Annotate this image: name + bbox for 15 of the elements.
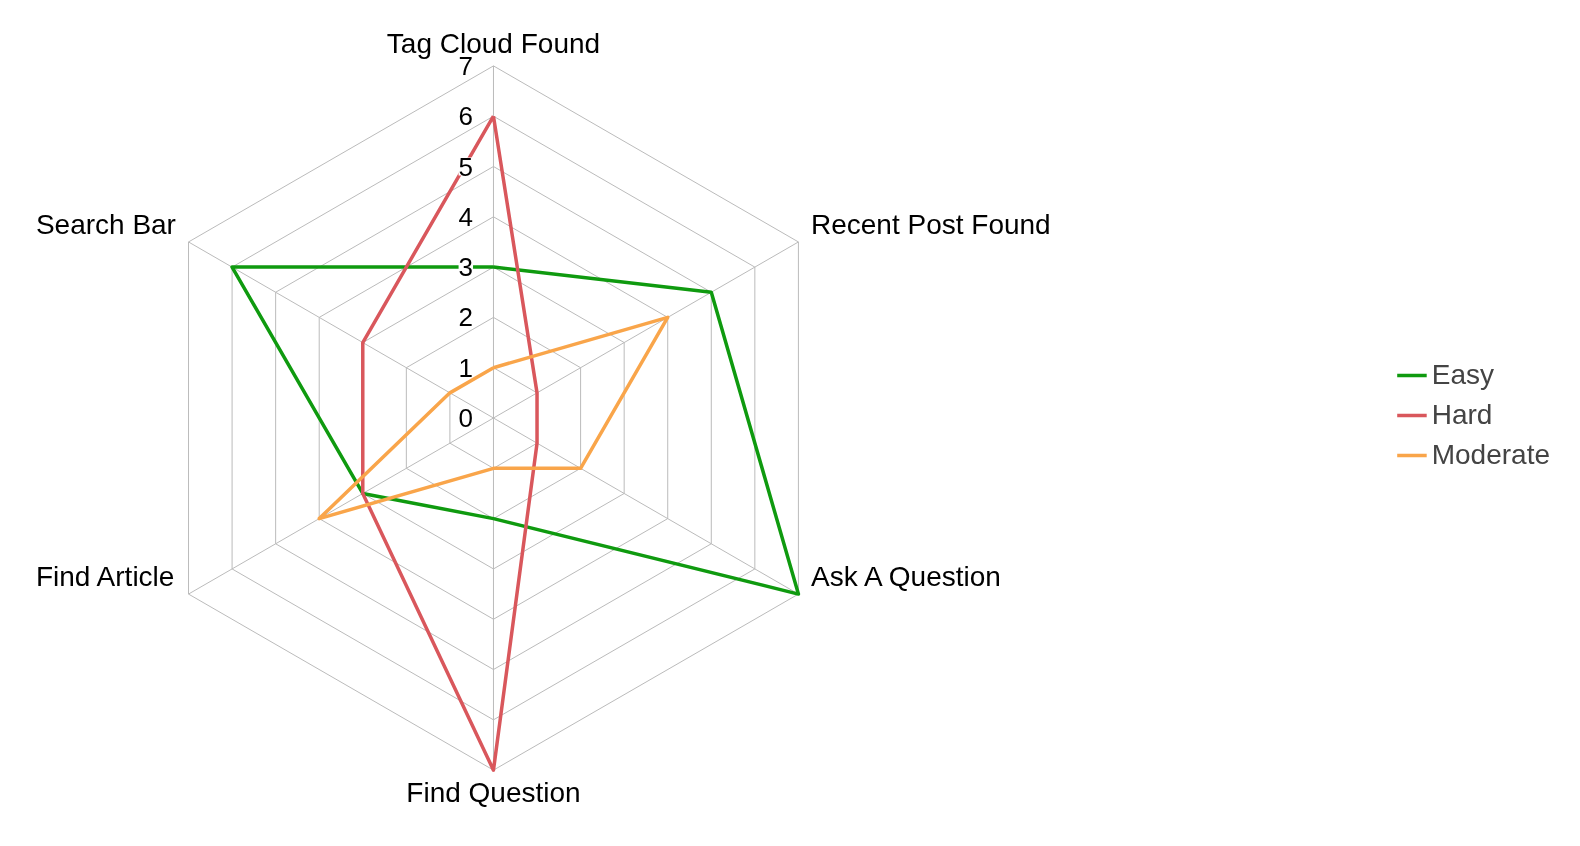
y-tick-label: 2 [458, 302, 474, 333]
spoke-label: Recent Post Found [810, 208, 1051, 240]
legend-label: Moderate [1431, 439, 1550, 471]
spoke-label: Find Article [35, 560, 175, 592]
y-tick-label: 6 [458, 101, 474, 132]
y-tick-label: 4 [458, 201, 474, 232]
y-tick-label: 5 [458, 151, 474, 182]
spoke-label: Ask A Question [810, 560, 1001, 592]
spoke-label: Search Bar [35, 208, 176, 240]
legend-label: Easy [1431, 359, 1494, 391]
spoke-label: Find Question [406, 777, 581, 809]
legend-label: Hard [1431, 399, 1493, 431]
y-tick-label: 3 [458, 252, 474, 283]
y-tick-label: 1 [458, 352, 474, 383]
y-tick-label: 0 [458, 403, 474, 434]
